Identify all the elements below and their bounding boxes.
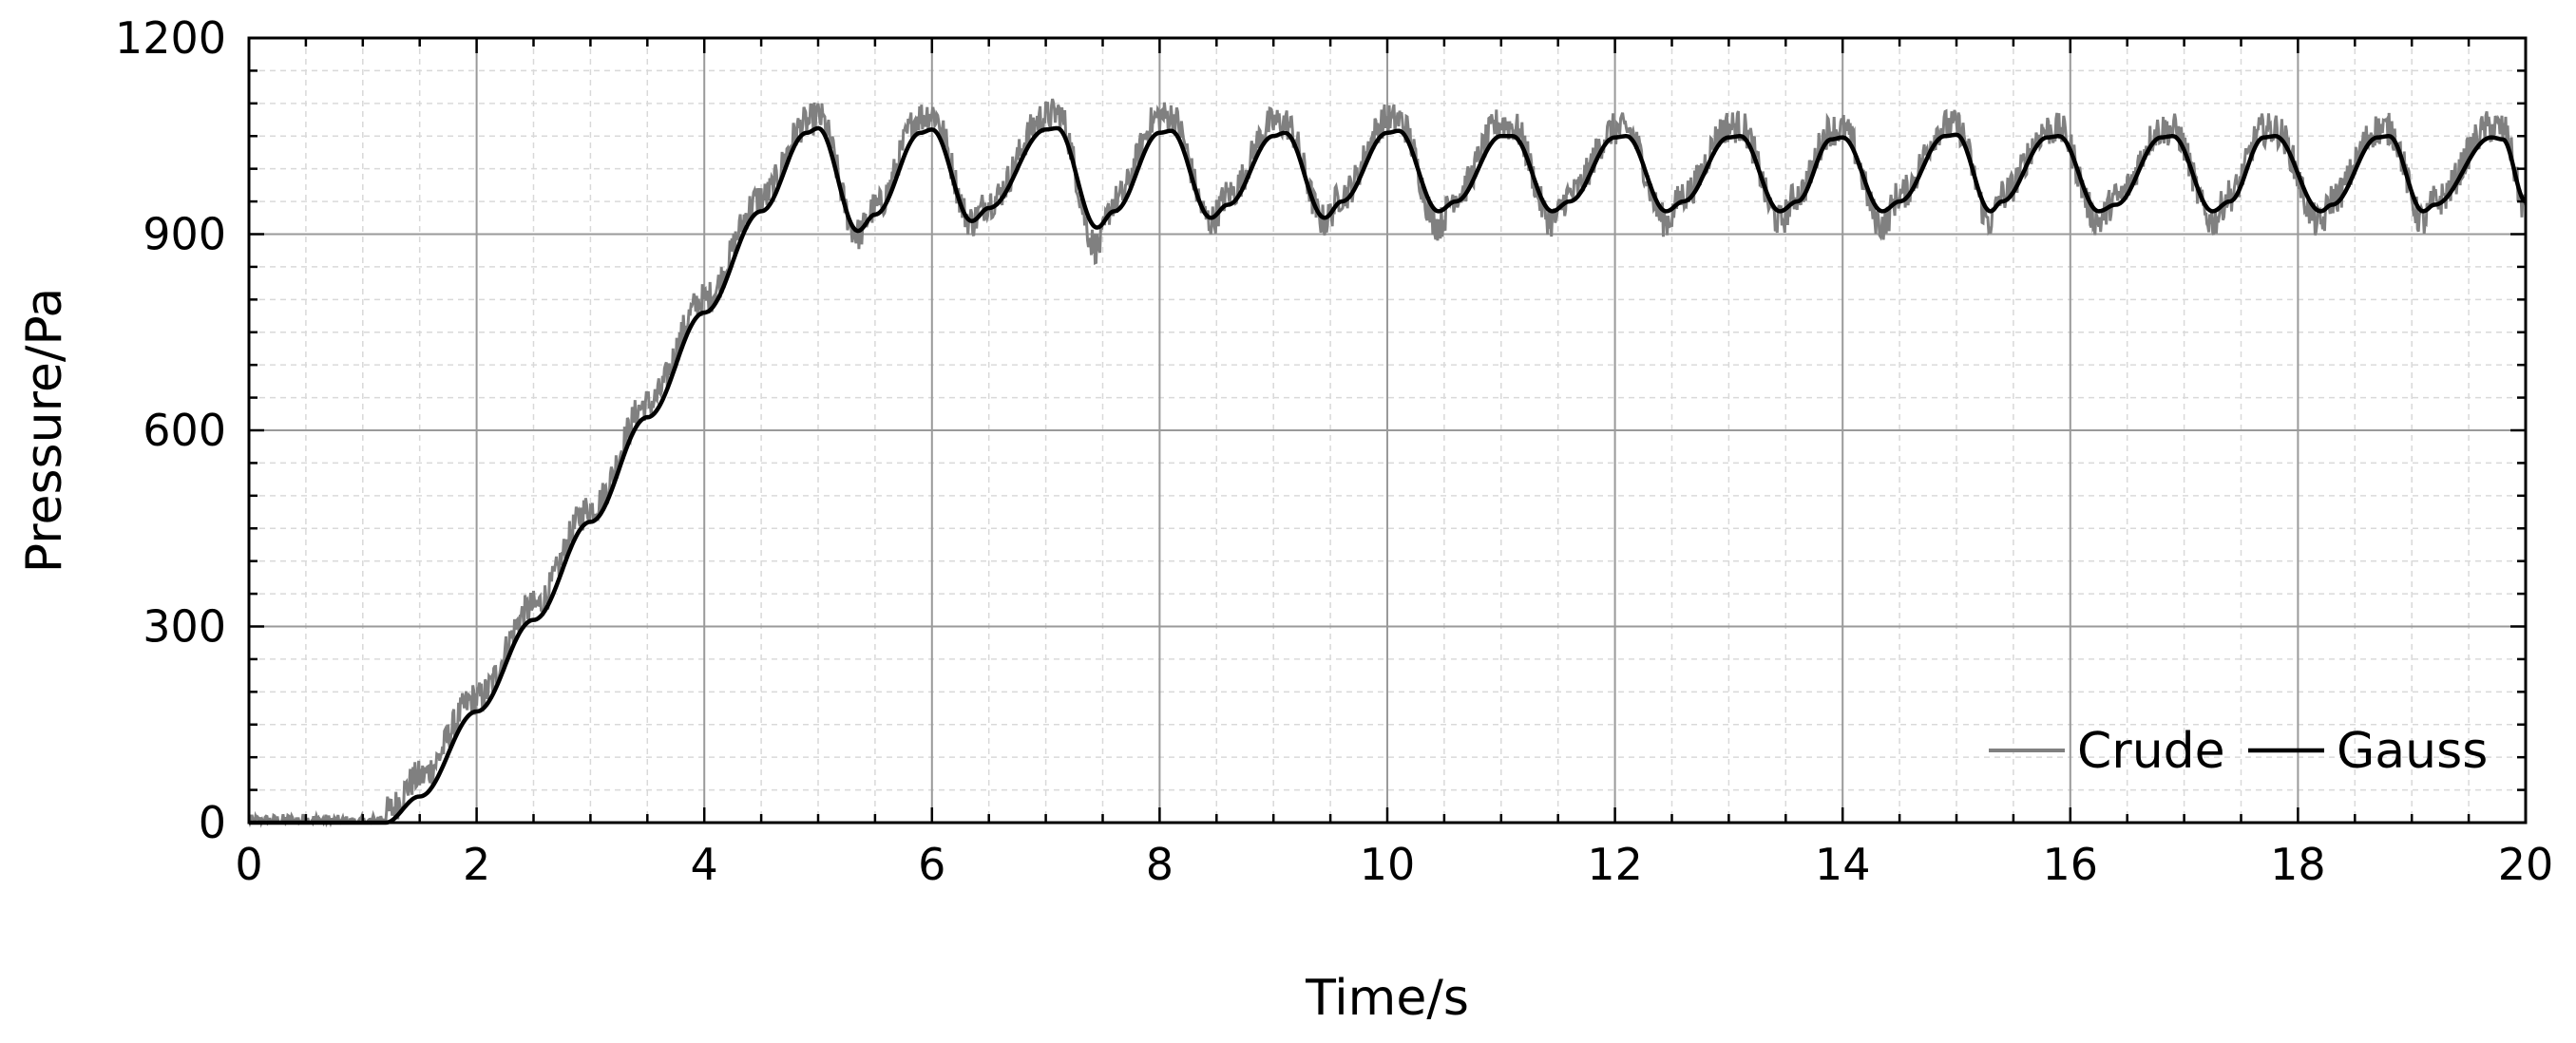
x-tick-label: 16 [2043, 839, 2099, 890]
x-tick-label: 14 [1815, 839, 1871, 890]
x-tick-label: 8 [1146, 839, 1174, 890]
legend-label-gauss: Gauss [2337, 723, 2488, 780]
x-tick-label: 6 [918, 839, 945, 890]
x-tick-label: 4 [691, 839, 718, 890]
x-tick-label: 12 [1587, 839, 1643, 890]
y-tick-label: 1200 [115, 12, 226, 64]
y-tick-label: 900 [143, 209, 226, 260]
x-tick-label: 2 [463, 839, 490, 890]
x-tick-label: 10 [1360, 839, 1416, 890]
x-axis-title: Time/s [1305, 970, 1469, 1027]
x-tick-label: 0 [235, 839, 262, 890]
x-tick-label: 18 [2270, 839, 2326, 890]
y-tick-label: 600 [143, 405, 226, 456]
series-line-crude [247, 98, 2528, 828]
y-tick-label: 300 [143, 601, 226, 653]
legend-label-crude: Crude [2077, 723, 2225, 780]
y-axis-title: Pressure/Pa [16, 288, 73, 573]
series-line-gauss [248, 125, 2527, 825]
x-tick-label: 20 [2498, 839, 2554, 890]
y-tick-label: 0 [199, 797, 226, 848]
